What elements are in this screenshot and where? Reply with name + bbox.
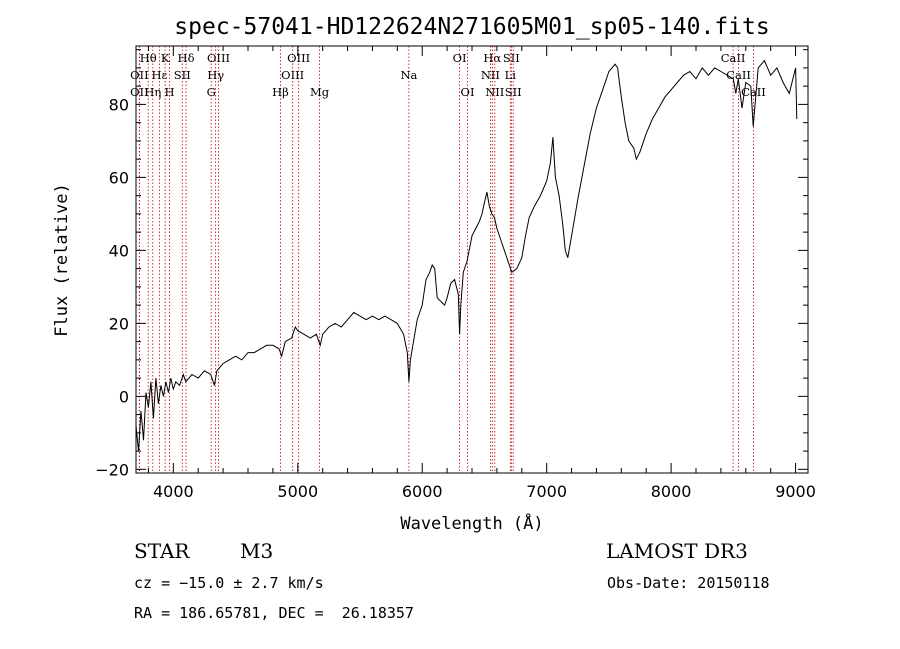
- redshift-value: cz = −15.0 ± 2.7 km/s: [134, 574, 324, 592]
- x-tick-label: 6000: [402, 482, 443, 501]
- spectral-line-label: OI: [453, 51, 467, 65]
- observation-date: Obs-Date: 20150118: [607, 574, 770, 592]
- spectral-line-label: K: [161, 51, 170, 65]
- spectral-line-label: Hδ: [178, 51, 195, 65]
- object-class: STAR: [134, 539, 190, 563]
- spectral-line-label: Hγ: [207, 68, 224, 82]
- spectral-line-label: NII: [481, 68, 500, 82]
- y-tick-label: 20: [109, 314, 129, 333]
- object-subclass: M3: [240, 539, 274, 563]
- x-tick-label: 4000: [153, 482, 194, 501]
- spectral-line-label: NII: [485, 85, 504, 99]
- spectral-line-label: OIII: [287, 51, 310, 65]
- spectral-line-label: Hε: [152, 68, 168, 82]
- spectral-line-label: Li: [505, 68, 517, 82]
- y-tick-label: 0: [119, 387, 129, 406]
- y-tick-label: 80: [109, 95, 129, 114]
- spectral-line-label: Hθ: [140, 51, 157, 65]
- spectral-line-label: G: [207, 85, 216, 99]
- x-tick-label: 5000: [277, 482, 318, 501]
- survey-name: LAMOST DR3: [606, 539, 748, 563]
- axis-ticks: 4000 5000 6000 7000 8000 9000 −20 0 20 40 60 80: [95, 46, 816, 501]
- y-tick-label: 40: [109, 241, 129, 260]
- x-tick-label: 9000: [775, 482, 816, 501]
- chart-title: spec-57041-HD122624N271605M01_sp05-140.f…: [174, 14, 769, 40]
- y-tick-label: 60: [109, 168, 129, 187]
- spectral-line-label: Mg: [310, 85, 330, 99]
- spectral-line-label: SII: [174, 68, 191, 82]
- spectral-line-label: OII: [130, 85, 149, 99]
- y-tick-label: −20: [95, 460, 129, 479]
- x-axis-title: Wavelength (Å): [400, 512, 543, 534]
- spectral-line-label: Hη: [144, 85, 161, 99]
- spectral-line-label: CaII: [741, 85, 766, 99]
- spectral-line-label: H: [164, 85, 174, 99]
- spectral-line-label: SII: [505, 85, 522, 99]
- spectral-line-label: Hα: [483, 51, 501, 65]
- spectral-line-label: OIII: [281, 68, 304, 82]
- x-tick-label: 7000: [526, 482, 567, 501]
- spectral-line-label: SII: [503, 51, 520, 65]
- spectral-line-label: Hβ: [272, 85, 289, 99]
- spectral-line-label: OIII: [207, 51, 230, 65]
- coordinates: RA = 186.65781, DEC = 26.18357: [134, 604, 414, 622]
- y-axis-title: Flux (relative): [52, 183, 72, 337]
- plot-frame: [135, 45, 809, 474]
- spectral-line-label: OI: [461, 85, 475, 99]
- spectrum-line: [135, 59, 798, 452]
- spectral-line-label: Na: [400, 68, 417, 82]
- spectrum-series: [135, 59, 798, 452]
- spectral-line-label: CaII: [721, 51, 746, 65]
- x-tick-label: 8000: [651, 482, 692, 501]
